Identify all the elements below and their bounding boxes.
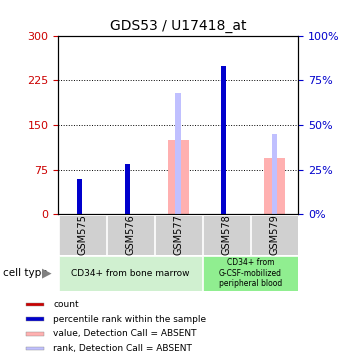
Bar [107, 215, 154, 255]
Text: cell type: cell type [3, 268, 48, 278]
Text: CD34+ from bone marrow: CD34+ from bone marrow [71, 268, 190, 278]
Text: GSM576: GSM576 [125, 214, 135, 255]
Text: GSM579: GSM579 [269, 214, 280, 255]
Text: count: count [53, 300, 79, 309]
Text: rank, Detection Call = ABSENT: rank, Detection Call = ABSENT [53, 344, 192, 353]
Bar [76, 185, 82, 214]
Bar [221, 77, 226, 214]
Bar [26, 317, 44, 321]
Bar [264, 158, 285, 214]
Bar [26, 347, 44, 351]
Text: GSM578: GSM578 [221, 214, 232, 255]
Text: percentile rank within the sample: percentile rank within the sample [53, 315, 206, 323]
Text: CD34+ from
G-CSF-mobilized
peripheral blood: CD34+ from G-CSF-mobilized peripheral bl… [219, 258, 282, 288]
Bar [26, 302, 44, 306]
Title: GDS53 / U17418_at: GDS53 / U17418_at [110, 19, 247, 33]
Bar [203, 215, 250, 255]
Bar [176, 93, 181, 214]
Bar [59, 215, 106, 255]
Text: value, Detection Call = ABSENT: value, Detection Call = ABSENT [53, 330, 197, 338]
Bar [251, 215, 298, 255]
Bar [26, 332, 44, 336]
Text: GSM577: GSM577 [173, 214, 184, 255]
Text: GSM575: GSM575 [77, 214, 87, 255]
Bar [76, 178, 82, 214]
Bar [168, 140, 189, 214]
Text: ▶: ▶ [42, 267, 51, 280]
Bar [155, 215, 202, 255]
Bar [125, 164, 130, 214]
Bar [59, 256, 202, 291]
Bar [125, 176, 130, 214]
Bar [272, 134, 277, 214]
Bar [221, 66, 226, 214]
Bar [203, 256, 298, 291]
